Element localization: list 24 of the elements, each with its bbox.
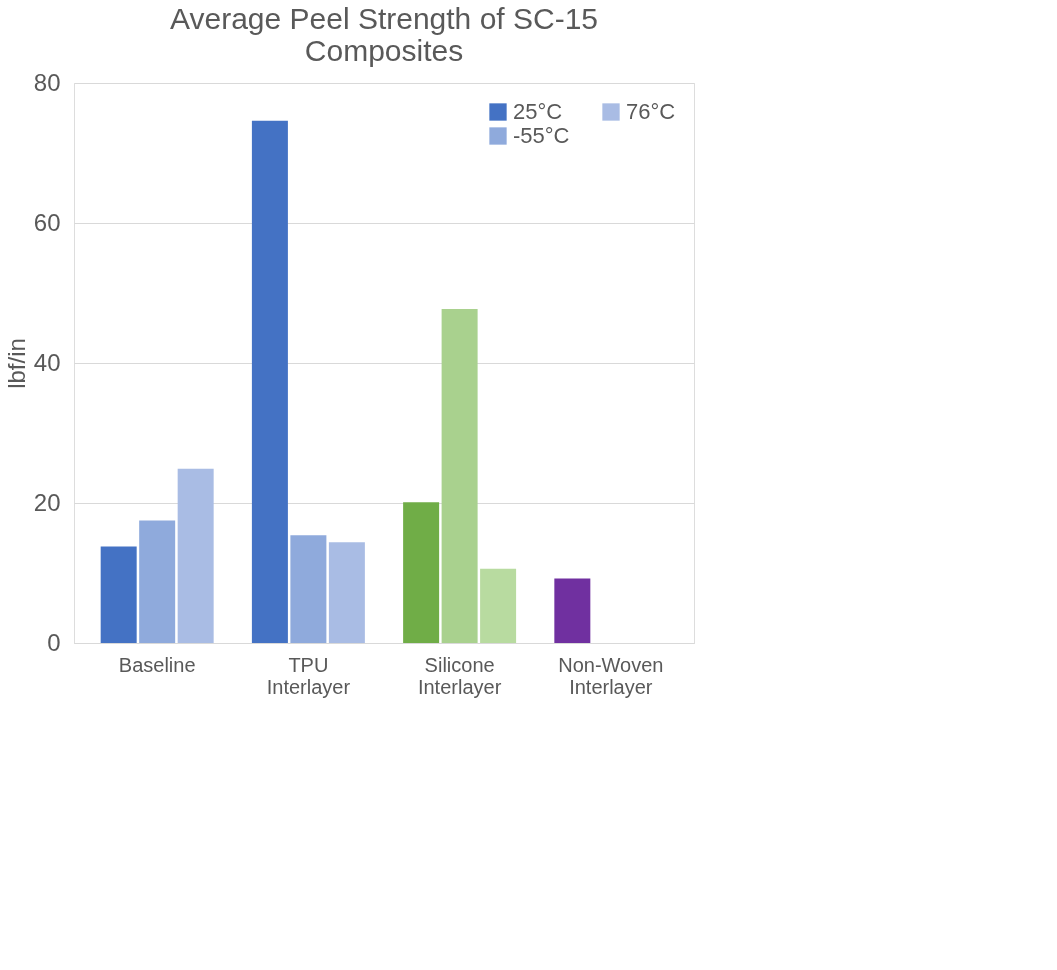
bar: [139, 520, 176, 643]
y-tick-label: 40: [33, 348, 61, 376]
bar: [100, 546, 137, 643]
legend-label: 76°C: [626, 99, 676, 124]
bar: [403, 502, 440, 643]
bar: [441, 309, 478, 643]
bar: [251, 120, 288, 643]
y-tick-label: 0: [47, 628, 61, 656]
y-axis-title: lbf/in: [2, 338, 30, 389]
chart-title: Average Peel Strength of SC-15 Composites: [169, 2, 599, 67]
x-tick-label: Baseline: [118, 653, 196, 676]
x-tick-label: TPU Interlayer: [266, 653, 351, 698]
x-tick-label: Silicone Interlayer: [417, 653, 502, 698]
bar: [177, 468, 214, 643]
legend-label: -55°C: [513, 123, 570, 148]
y-tick-label: 20: [33, 488, 61, 516]
bar: [328, 542, 365, 643]
x-tick-label: Non-Woven Interlayer: [558, 653, 664, 698]
bar: [480, 568, 517, 643]
bar: [554, 578, 591, 643]
bar: [290, 535, 327, 643]
legend-label: 25°C: [513, 99, 563, 124]
y-tick-label: 60: [33, 208, 61, 236]
y-tick-label: 80: [33, 68, 61, 96]
